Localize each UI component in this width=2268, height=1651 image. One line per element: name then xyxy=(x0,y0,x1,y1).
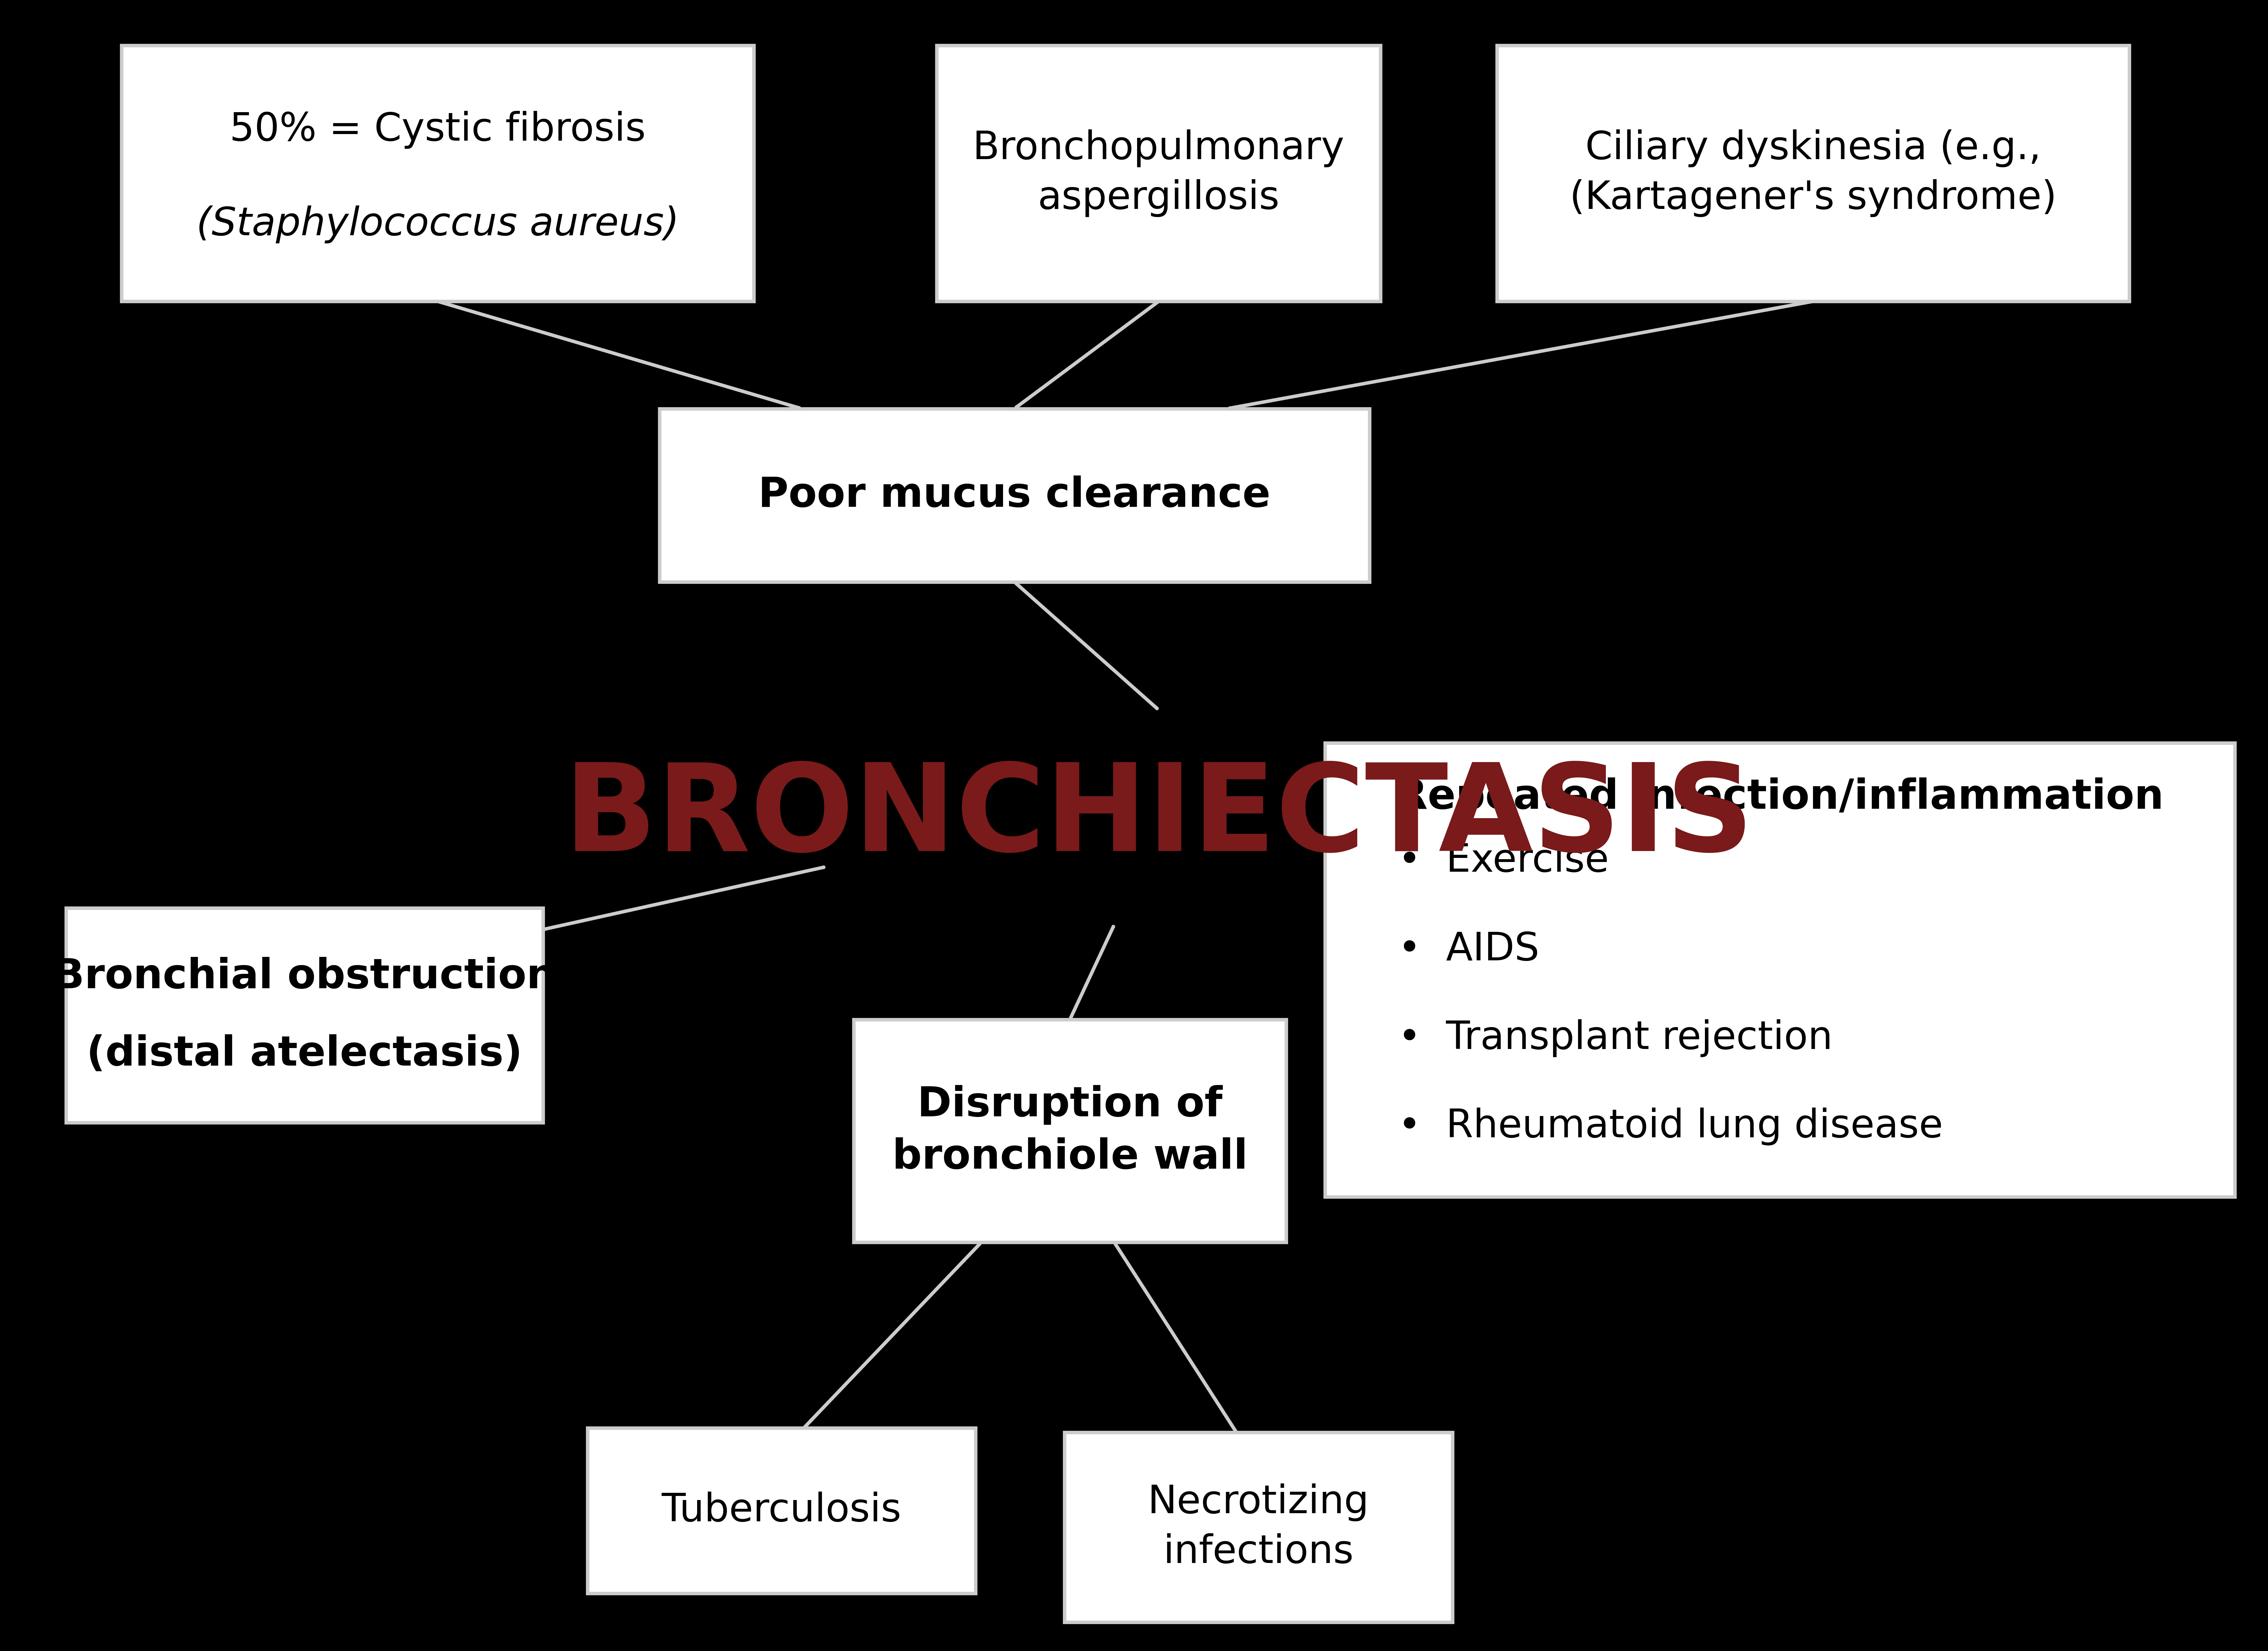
Text: (distal atelectasis): (distal atelectasis) xyxy=(86,1034,522,1073)
Text: Poor mucus clearance: Poor mucus clearance xyxy=(758,475,1270,515)
Text: Ciliary dyskinesia (e.g.,
(Kartagener's syndrome): Ciliary dyskinesia (e.g., (Kartagener's … xyxy=(1569,129,2057,218)
Text: Bronchial obstruction: Bronchial obstruction xyxy=(52,958,556,997)
Text: Tuberculosis: Tuberculosis xyxy=(662,1493,900,1529)
Text: Repeated infection/inflammation: Repeated infection/inflammation xyxy=(1395,778,2164,817)
FancyBboxPatch shape xyxy=(1325,743,2234,1197)
Text: (Staphylococcus aureus): (Staphylococcus aureus) xyxy=(197,206,678,243)
Text: Disruption of
bronchiole wall: Disruption of bronchiole wall xyxy=(891,1085,1247,1177)
FancyBboxPatch shape xyxy=(853,1020,1286,1243)
FancyBboxPatch shape xyxy=(587,1428,975,1593)
Text: •  Transplant rejection: • Transplant rejection xyxy=(1397,1019,1833,1057)
Text: •  Exercise: • Exercise xyxy=(1397,842,1608,880)
FancyBboxPatch shape xyxy=(1064,1433,1452,1621)
Text: Bronchopulmonary
aspergillosis: Bronchopulmonary aspergillosis xyxy=(973,129,1345,218)
FancyBboxPatch shape xyxy=(660,409,1370,583)
Text: •  AIDS: • AIDS xyxy=(1397,931,1540,969)
Text: Necrotizing
infections: Necrotizing infections xyxy=(1148,1483,1370,1572)
Text: 50% = Cystic fibrosis: 50% = Cystic fibrosis xyxy=(229,111,646,149)
FancyBboxPatch shape xyxy=(122,46,753,302)
FancyBboxPatch shape xyxy=(66,908,542,1123)
FancyBboxPatch shape xyxy=(937,46,1381,302)
Text: •  Rheumatoid lung disease: • Rheumatoid lung disease xyxy=(1397,1108,1944,1146)
FancyBboxPatch shape xyxy=(1497,46,2130,302)
Text: BRONCHIECTASIS: BRONCHIECTASIS xyxy=(565,758,1753,877)
